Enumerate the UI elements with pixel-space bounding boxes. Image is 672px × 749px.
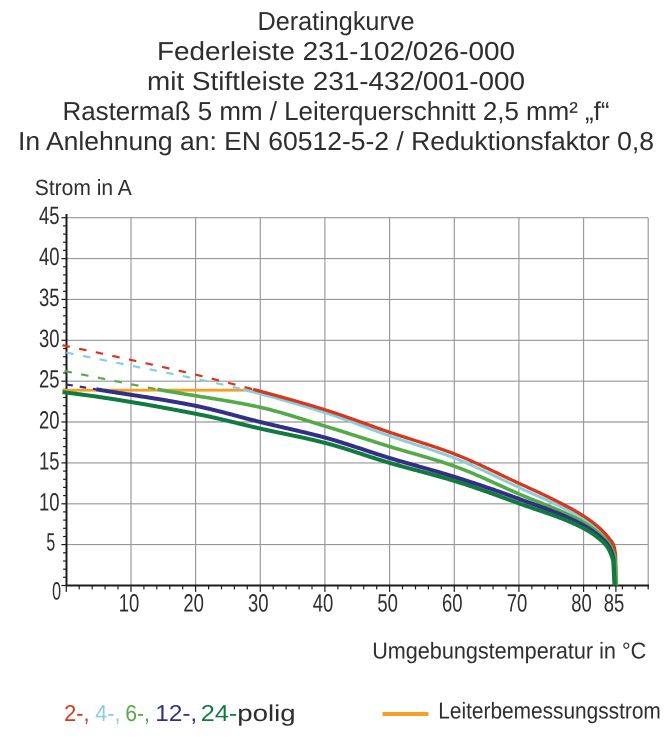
svg-text:5: 5 <box>46 528 55 556</box>
svg-text:70: 70 <box>507 589 528 617</box>
svg-text:mit Stiftleiste 231-432/001-00: mit Stiftleiste 231-432/001-000 <box>147 66 525 96</box>
svg-text:35: 35 <box>39 284 60 312</box>
svg-text:Deratingkurve: Deratingkurve <box>258 6 415 36</box>
svg-text:30: 30 <box>248 589 269 617</box>
svg-text:80: 80 <box>571 589 592 617</box>
svg-text:50: 50 <box>377 589 398 617</box>
svg-text:2-,: 2-, <box>64 700 90 726</box>
svg-text:Rastermaß 5 mm / Leiterquersch: Rastermaß 5 mm / Leiterquerschnitt 2,5 m… <box>63 96 610 126</box>
svg-text:In Anlehnung an: EN 60512-5-2: In Anlehnung an: EN 60512-5-2 / Reduktio… <box>18 126 654 156</box>
svg-text:12-,: 12-, <box>155 700 197 726</box>
svg-text:Federleiste 231-102/026-000: Federleiste 231-102/026-000 <box>157 36 515 66</box>
svg-text:Strom in A: Strom in A <box>35 175 132 200</box>
svg-text:Umgebungstemperatur in °C: Umgebungstemperatur in °C <box>372 638 646 664</box>
svg-text:60: 60 <box>442 589 463 617</box>
svg-text:40: 40 <box>39 243 60 271</box>
svg-text:25: 25 <box>39 366 60 394</box>
svg-text:6-,: 6-, <box>125 700 149 726</box>
svg-text:10: 10 <box>39 488 60 516</box>
svg-text:20: 20 <box>39 407 60 435</box>
svg-text:24-: 24- <box>201 700 238 726</box>
svg-text:45: 45 <box>39 202 60 230</box>
svg-text:40: 40 <box>313 589 334 617</box>
svg-text:Leiterbemessungsstrom: Leiterbemessungsstrom <box>438 698 661 724</box>
svg-text:15: 15 <box>39 447 60 475</box>
svg-text:30: 30 <box>39 325 60 353</box>
svg-text:0: 0 <box>52 577 61 605</box>
svg-text:4-,: 4-, <box>95 700 121 726</box>
svg-text:polig: polig <box>237 700 295 726</box>
svg-text:85: 85 <box>604 589 625 617</box>
svg-text:20: 20 <box>183 589 204 617</box>
svg-text:10: 10 <box>119 589 140 617</box>
